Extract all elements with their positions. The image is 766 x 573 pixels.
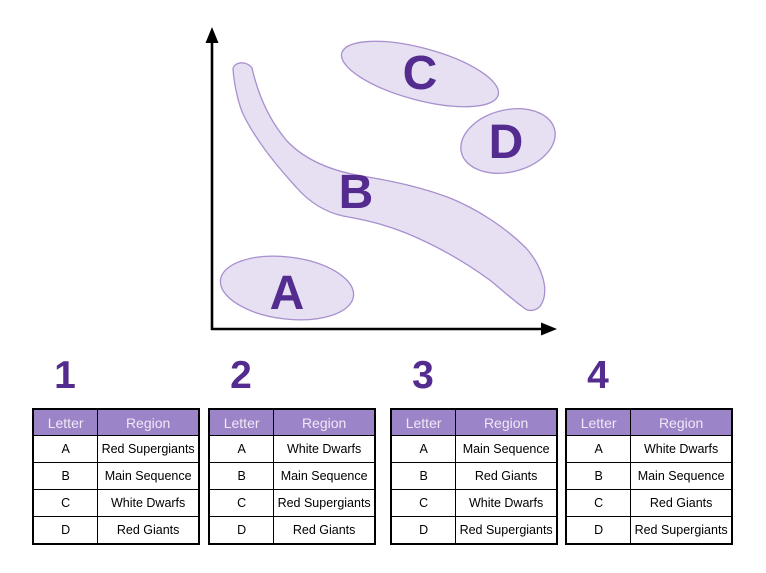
- answer-table-3[interactable]: Letter Region A Main Sequence B Red Gian…: [390, 408, 558, 545]
- letter-cell: D: [32, 516, 99, 545]
- table-row: D Red Giants: [32, 516, 200, 545]
- table-row: C Red Giants: [565, 489, 733, 517]
- region-cell: Red Supergiants: [630, 516, 733, 545]
- table-row: C White Dwarfs: [32, 489, 200, 517]
- table-row: A Red Supergiants: [32, 435, 200, 463]
- letter-cell: A: [208, 435, 275, 463]
- table-row: A Main Sequence: [390, 435, 558, 463]
- letter-cell: B: [390, 462, 457, 490]
- table-row: C White Dwarfs: [390, 489, 558, 517]
- answer-option-1[interactable]: 1 Letter Region A Red Supergiants B Main…: [32, 356, 200, 545]
- column-header-letter: Letter: [208, 408, 275, 436]
- region-cell: Main Sequence: [455, 435, 558, 463]
- answer-option-4[interactable]: 4 Letter Region A White Dwarfs B Main Se…: [565, 356, 733, 545]
- column-header-letter: Letter: [565, 408, 632, 436]
- table-header-row: Letter Region: [565, 408, 733, 436]
- region-cell: Main Sequence: [630, 462, 733, 490]
- region-cell: Red Giants: [97, 516, 200, 545]
- region-cell: Red Supergiants: [273, 489, 376, 517]
- region-label-c: C: [403, 47, 438, 100]
- region-cell: White Dwarfs: [273, 435, 376, 463]
- table-row: D Red Giants: [208, 516, 376, 545]
- region-cell: Main Sequence: [97, 462, 200, 490]
- region-label-b: B: [339, 166, 374, 219]
- letter-cell: A: [565, 435, 632, 463]
- region-blob-d: [460, 108, 556, 174]
- region-cell: Red Giants: [455, 462, 558, 490]
- region-cell: Red Giants: [273, 516, 376, 545]
- region-cell: Red Supergiants: [455, 516, 558, 545]
- option-number-3: 3: [412, 354, 434, 397]
- region-blob-c: [340, 40, 500, 108]
- table-row: B Main Sequence: [32, 462, 200, 490]
- column-header-letter: Letter: [390, 408, 457, 436]
- letter-cell: B: [208, 462, 275, 490]
- x-axis-arrow-icon: [541, 322, 557, 336]
- table-row: C Red Supergiants: [208, 489, 376, 517]
- answer-table-2[interactable]: Letter Region A White Dwarfs B Main Sequ…: [208, 408, 376, 545]
- region-cell: White Dwarfs: [630, 435, 733, 463]
- column-header-region: Region: [97, 408, 200, 436]
- region-cell: Main Sequence: [273, 462, 376, 490]
- hr-diagram: A B C D: [205, 27, 557, 336]
- region-cell: Red Giants: [630, 489, 733, 517]
- region-cell: Red Supergiants: [97, 435, 200, 463]
- letter-cell: D: [208, 516, 275, 545]
- answer-option-3[interactable]: 3 Letter Region A Main Sequence B Red Gi…: [390, 356, 558, 545]
- table-row: D Red Supergiants: [565, 516, 733, 545]
- letter-cell: A: [390, 435, 457, 463]
- letter-cell: B: [32, 462, 99, 490]
- region-label-d: D: [489, 116, 524, 169]
- column-header-region: Region: [455, 408, 558, 436]
- y-axis-arrow-icon: [205, 27, 219, 43]
- letter-cell: C: [32, 489, 99, 517]
- table-header-row: Letter Region: [390, 408, 558, 436]
- region-blob-b: [232, 62, 546, 312]
- option-number-2: 2: [230, 354, 252, 397]
- letter-cell: D: [390, 516, 457, 545]
- region-cell: White Dwarfs: [97, 489, 200, 517]
- table-header-row: Letter Region: [208, 408, 376, 436]
- answer-table-4[interactable]: Letter Region A White Dwarfs B Main Sequ…: [565, 408, 733, 545]
- column-header-region: Region: [273, 408, 376, 436]
- table-row: A White Dwarfs: [208, 435, 376, 463]
- column-header-region: Region: [630, 408, 733, 436]
- table-row: D Red Supergiants: [390, 516, 558, 545]
- letter-cell: C: [390, 489, 457, 517]
- letter-cell: B: [565, 462, 632, 490]
- letter-cell: A: [32, 435, 99, 463]
- answer-option-2[interactable]: 2 Letter Region A White Dwarfs B Main Se…: [208, 356, 376, 545]
- letter-cell: D: [565, 516, 632, 545]
- table-row: B Main Sequence: [565, 462, 733, 490]
- letter-cell: C: [208, 489, 275, 517]
- table-row: A White Dwarfs: [565, 435, 733, 463]
- region-blob-a: [219, 255, 355, 321]
- table-row: B Main Sequence: [208, 462, 376, 490]
- region-cell: White Dwarfs: [455, 489, 558, 517]
- table-row: B Red Giants: [390, 462, 558, 490]
- option-number-1: 1: [54, 354, 76, 397]
- option-number-4: 4: [587, 354, 609, 397]
- answer-table-1[interactable]: Letter Region A Red Supergiants B Main S…: [32, 408, 200, 545]
- region-label-a: A: [270, 267, 305, 320]
- table-header-row: Letter Region: [32, 408, 200, 436]
- letter-cell: C: [565, 489, 632, 517]
- column-header-letter: Letter: [32, 408, 99, 436]
